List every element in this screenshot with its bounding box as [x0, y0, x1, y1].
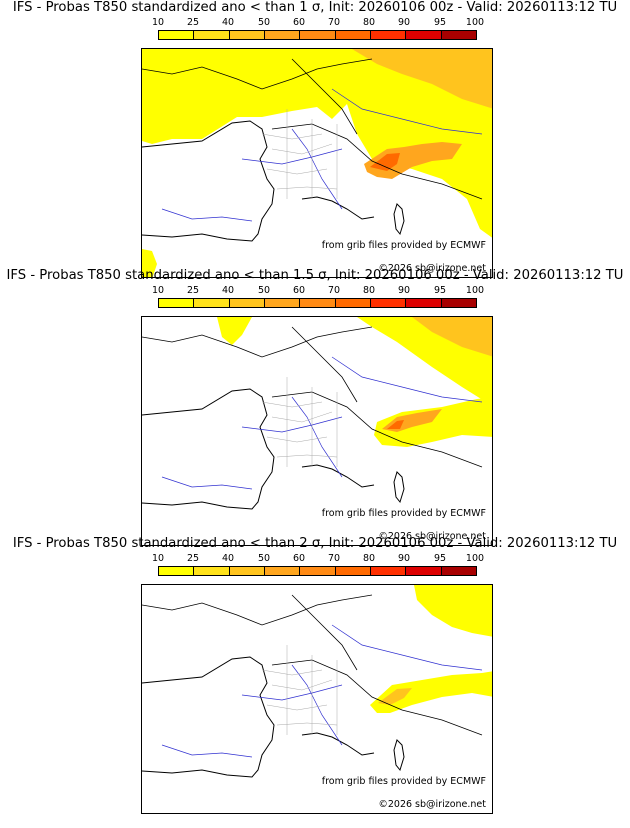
credit-source: from grib files provided by ECMWF [321, 240, 486, 251]
panel-title: IFS - Probas T850 standardized ano < tha… [12, 0, 618, 15]
colorbar-tick: 60 [292, 553, 306, 564]
colorbar-tick: 100 [465, 17, 485, 28]
colorbar-tick: 95 [433, 285, 447, 296]
colorbar-segment [370, 299, 407, 307]
credit-source: from grib files provided by ECMWF [321, 508, 486, 519]
colorbar-tick: 40 [221, 553, 235, 564]
colorbar [158, 30, 477, 40]
colorbar-tick: 95 [433, 17, 447, 28]
colorbar-tick: 70 [327, 553, 341, 564]
colorbar-tick: 50 [257, 285, 271, 296]
panel-title: IFS - Probas T850 standardized ano < tha… [6, 268, 624, 283]
colorbar-tick: 70 [327, 17, 341, 28]
colorbar-segment [406, 299, 442, 307]
colorbar-tick: 90 [397, 285, 411, 296]
colorbar-segment [370, 31, 407, 39]
credit-source: from grib files provided by ECMWF [321, 776, 486, 787]
colorbar-tick: 95 [433, 553, 447, 564]
colorbar-segment [441, 31, 476, 39]
colorbar-segment [300, 31, 336, 39]
colorbar-segment [194, 31, 230, 39]
colorbar-segment [229, 31, 265, 39]
colorbar-tick: 80 [362, 553, 376, 564]
colorbar-segment [335, 567, 371, 575]
credit-copyright: ©2026 sb@irizone.net [378, 531, 486, 542]
colorbar-segment [264, 567, 301, 575]
colorbar-segment [335, 31, 371, 39]
colorbar-segment [159, 31, 195, 39]
colorbar-tick: 80 [362, 285, 376, 296]
colorbar-tick: 25 [186, 553, 200, 564]
colorbar-tick: 10 [151, 17, 165, 28]
probability-map: from grib files provided by ECMWF ©2026 … [141, 316, 493, 546]
colorbar-tick: 25 [186, 285, 200, 296]
colorbar-tick: 40 [221, 285, 235, 296]
colorbar-tick: 90 [397, 17, 411, 28]
colorbar-tick: 80 [362, 17, 376, 28]
colorbar-tick: 100 [465, 553, 485, 564]
colorbar-segment [300, 299, 336, 307]
colorbar-tick: 90 [397, 553, 411, 564]
colorbar-segment [300, 567, 336, 575]
probability-map: from grib files provided by ECMWF ©2026 … [141, 584, 493, 814]
colorbar-tick: 25 [186, 17, 200, 28]
colorbar-tick: 10 [151, 285, 165, 296]
colorbar [158, 298, 477, 308]
colorbar-tick: 50 [257, 17, 271, 28]
colorbar-segment [264, 31, 301, 39]
colorbar-segment [194, 567, 230, 575]
colorbar-segment [441, 567, 476, 575]
colorbar-segment [229, 299, 265, 307]
credit-copyright: ©2026 sb@irizone.net [378, 263, 486, 274]
colorbar-segment [159, 567, 195, 575]
colorbar-segment [194, 299, 230, 307]
map-graphic [142, 49, 492, 277]
colorbar-tick: 70 [327, 285, 341, 296]
colorbar-segment [441, 299, 476, 307]
colorbar-segment [406, 31, 442, 39]
credit-copyright: ©2026 sb@irizone.net [378, 799, 486, 810]
colorbar-segment [229, 567, 265, 575]
colorbar-segment [264, 299, 301, 307]
colorbar-tick: 100 [465, 285, 485, 296]
colorbar-tick: 10 [151, 553, 165, 564]
colorbar-segment [159, 299, 195, 307]
map-graphic [142, 585, 492, 778]
colorbar-tick: 40 [221, 17, 235, 28]
panel-title: IFS - Probas T850 standardized ano < tha… [12, 536, 618, 551]
map-graphic [142, 317, 492, 510]
colorbar-ticks: 10 25 40 50 60 70 80 90 95 100 [0, 553, 630, 565]
probability-map: from grib files provided by ECMWF ©2026 … [141, 48, 493, 278]
colorbar-segment [406, 567, 442, 575]
colorbar-tick: 50 [257, 553, 271, 564]
colorbar-segment [335, 299, 371, 307]
colorbar-segment [370, 567, 407, 575]
colorbar-ticks: 10 25 40 50 60 70 80 90 95 100 [0, 17, 630, 29]
colorbar [158, 566, 477, 576]
colorbar-tick: 60 [292, 285, 306, 296]
colorbar-ticks: 10 25 40 50 60 70 80 90 95 100 [0, 285, 630, 297]
colorbar-tick: 60 [292, 17, 306, 28]
